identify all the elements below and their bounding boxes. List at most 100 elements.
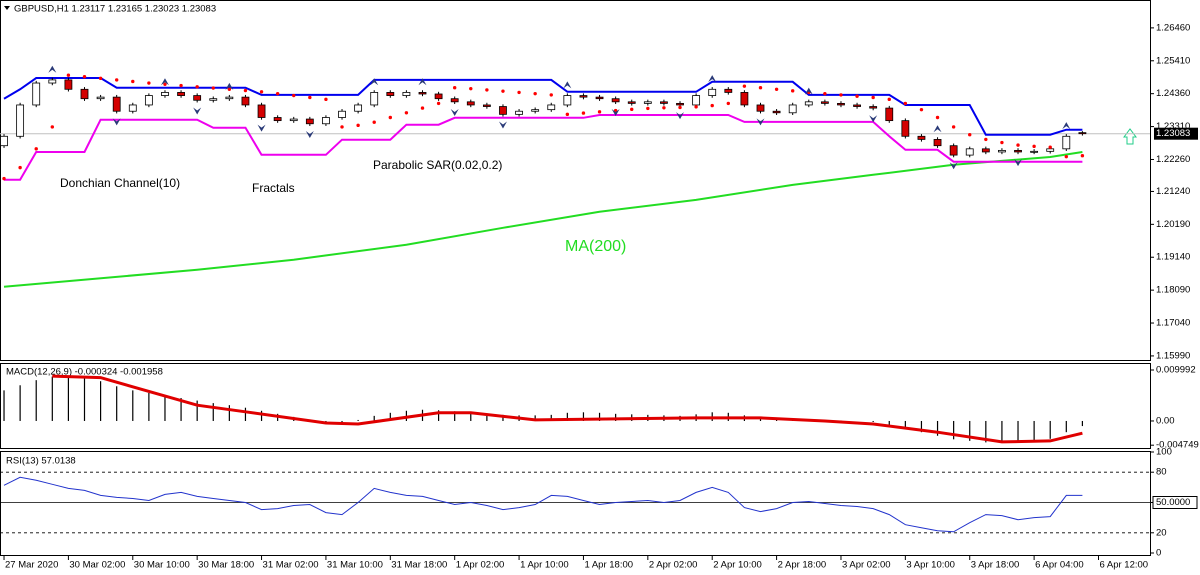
candle-body <box>853 104 861 107</box>
candle-body <box>225 96 234 100</box>
sar-dot <box>131 79 135 84</box>
sar-dot <box>179 83 183 88</box>
sar-dot <box>340 125 344 129</box>
candle-body <box>1014 149 1022 153</box>
candle-body <box>563 95 572 106</box>
sar-dot <box>388 115 393 120</box>
sar-dot <box>485 88 489 92</box>
fractal-up <box>225 82 234 90</box>
sar-dot <box>2 176 6 181</box>
x-tick-label: 3 Apr 10:00 <box>906 560 955 571</box>
sar-dot <box>436 101 441 106</box>
fractal-up <box>933 125 942 133</box>
x-tick-label: 31 Mar 10:00 <box>327 560 383 571</box>
last-price-label: 1.23083 <box>1156 128 1190 139</box>
sar-dot <box>968 133 972 137</box>
price-arrow <box>1123 128 1137 145</box>
sar-dot <box>646 106 650 111</box>
indicator-title: MACD(12,26,9) -0.000324 -0.001958 <box>6 367 163 378</box>
fractal-up <box>1062 122 1071 130</box>
candle-body <box>193 95 202 101</box>
x-tick-label: 2 Apr 18:00 <box>778 560 827 571</box>
sar-dot <box>581 111 586 115</box>
candle-body <box>1078 132 1087 135</box>
sar-dot <box>50 125 55 129</box>
fractal-up <box>708 75 717 83</box>
x-tick-label: 3 Apr 02:00 <box>842 560 891 571</box>
sar-dot <box>517 90 521 95</box>
fractal-down <box>112 118 121 126</box>
fractal-up <box>563 81 572 89</box>
fractal-down <box>676 112 685 120</box>
sar-dot <box>227 87 232 91</box>
x-tick-label: 1 Apr 18:00 <box>584 560 633 571</box>
macd-panel <box>0 363 1151 449</box>
candle-body <box>515 110 523 115</box>
y-tick-label: 1.21240 <box>1156 186 1190 197</box>
candle-body <box>676 102 684 106</box>
sar-dot <box>163 82 167 86</box>
fractal-down <box>869 115 878 123</box>
candle-body <box>837 102 845 106</box>
candle-body <box>370 92 379 106</box>
candle-body <box>354 104 363 112</box>
candle-body <box>531 109 540 112</box>
candle-body <box>981 148 990 153</box>
y-tick-label: 1.19140 <box>1156 252 1190 263</box>
donchian-lower-line <box>4 114 1083 181</box>
indicator-title: RSI(13) 57.0138 <box>6 456 76 467</box>
sar-dot <box>66 73 71 77</box>
sar-dot <box>726 101 731 106</box>
candle-body <box>48 79 57 84</box>
x-tick-label: 30 Mar 02:00 <box>69 560 125 571</box>
x-tick-label: 1 Apr 02:00 <box>456 560 505 571</box>
annotation: Fractals <box>252 181 295 195</box>
y-tick-label: 50.0000 <box>1156 497 1190 508</box>
x-tick-label: 6 Apr 12:00 <box>1099 560 1148 571</box>
sar-dot <box>855 94 859 98</box>
sar-dot <box>678 105 682 110</box>
candle-body <box>660 101 668 104</box>
sar-dot <box>82 75 87 79</box>
candle-body <box>16 104 25 137</box>
annotation: Parabolic SAR(0.02,0.2) <box>373 158 502 172</box>
candle-body <box>32 82 41 106</box>
candle-body <box>965 148 974 156</box>
chart-title: GBPUSD,H1 1.23117 1.23165 1.23023 1.2308… <box>14 4 216 15</box>
y-tick-label: -0.004749 <box>1156 440 1199 451</box>
candle-body <box>595 96 604 100</box>
sar-dot <box>790 89 795 93</box>
donchian-upper-line <box>3 77 1083 136</box>
ma200-line <box>3 151 1083 288</box>
sar-dot <box>501 89 505 93</box>
y-tick-label: 0.00 <box>1156 415 1175 426</box>
candle-body <box>499 106 507 115</box>
rsi-line <box>3 476 1083 533</box>
x-tick-label: 2 Apr 02:00 <box>649 560 698 571</box>
y-tick-label: 0.009992 <box>1156 365 1196 376</box>
fractal-up <box>804 87 813 95</box>
sar-dot <box>18 165 22 170</box>
sar-dot <box>951 125 956 129</box>
y-tick-label: 1.18090 <box>1156 285 1190 296</box>
candle-body <box>209 98 218 101</box>
fractal-down <box>756 118 765 126</box>
candle-body <box>257 104 266 118</box>
candle-body <box>1062 135 1071 150</box>
fractal-down <box>1014 159 1023 167</box>
sar-dot <box>662 106 666 110</box>
candle-body <box>869 106 878 109</box>
sar-dot <box>469 86 473 91</box>
sar-dot <box>308 95 312 100</box>
y-tick-label: 1.25410 <box>1156 55 1190 66</box>
sar-dot <box>597 110 602 114</box>
annotation: MA(200) <box>565 238 626 255</box>
candle-body <box>885 107 894 122</box>
sar-dot <box>211 86 215 90</box>
fractal-up <box>160 78 169 86</box>
x-tick-label: 30 Mar 18:00 <box>198 560 254 571</box>
last-price-box <box>1154 127 1198 140</box>
sar-dot <box>34 147 38 151</box>
candle-body <box>273 117 282 122</box>
